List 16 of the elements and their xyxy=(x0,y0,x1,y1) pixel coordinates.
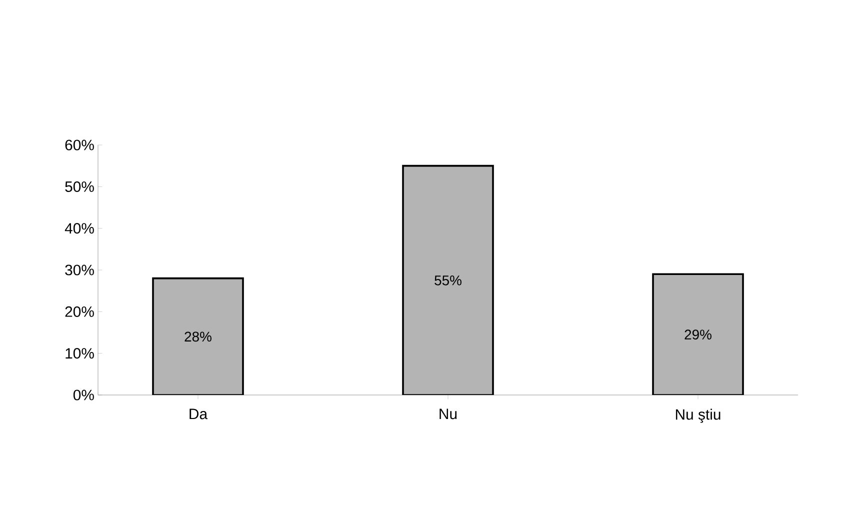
y-tick-label: 40% xyxy=(64,223,94,234)
y-tick-label: 0% xyxy=(73,390,94,400)
x-tick-label: Nu ştiu xyxy=(676,408,720,423)
data-label: 29% xyxy=(684,330,712,340)
y-tick-label: 30% xyxy=(65,264,94,276)
y-tick-label: 10% xyxy=(66,348,94,359)
bar xyxy=(652,273,744,395)
y-tick-label: 60% xyxy=(65,140,94,150)
data-label: 55% xyxy=(434,275,462,286)
x-tick-label: Da xyxy=(190,408,208,420)
data-label: 28% xyxy=(184,332,212,342)
bar xyxy=(152,277,244,395)
bar xyxy=(402,164,494,395)
y-tick-label: 50% xyxy=(65,181,94,192)
y-tick-label: 20% xyxy=(65,306,94,317)
x-tick-label: Nu xyxy=(440,408,457,420)
